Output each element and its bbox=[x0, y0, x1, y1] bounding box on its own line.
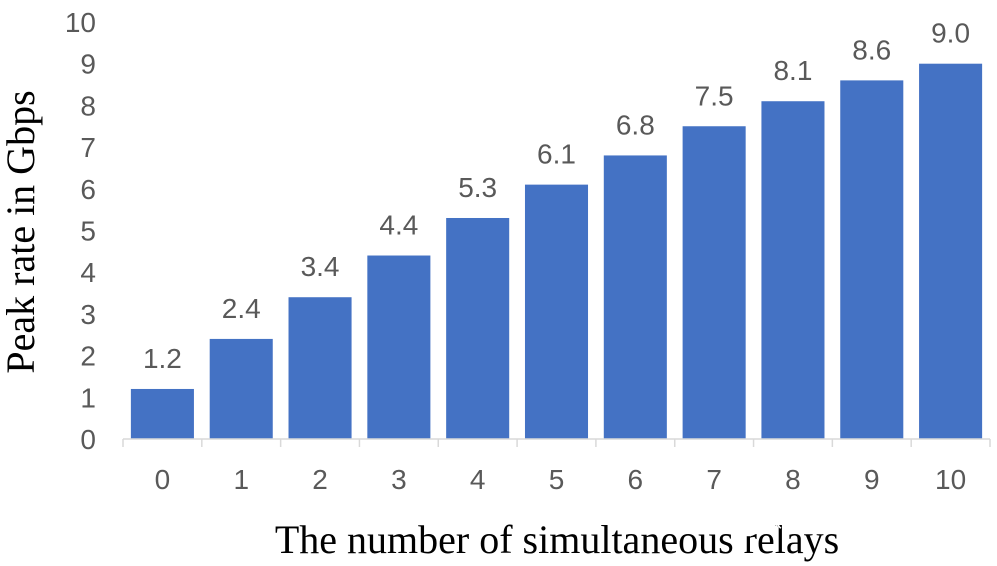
y-tick-label: 9 bbox=[80, 49, 96, 80]
bar bbox=[288, 297, 352, 439]
y-axis-title: Peak rate in Gbps bbox=[0, 90, 43, 373]
bar bbox=[840, 80, 904, 439]
y-tick-label: 4 bbox=[80, 257, 96, 288]
y-tick-label: 7 bbox=[80, 132, 96, 163]
bar bbox=[682, 126, 746, 439]
data-label: 2.4 bbox=[222, 293, 261, 324]
data-label: 8.1 bbox=[773, 55, 812, 86]
x-tick-label: 10 bbox=[935, 464, 966, 495]
bar bbox=[367, 255, 431, 439]
y-axis-ticks: 0 1 2 3 4 5 6 7 8 9 10 bbox=[65, 7, 96, 455]
x-axis-title: The number of simultaneous relays bbox=[275, 517, 839, 562]
data-labels: 1.2 2.4 3.4 4.4 5.3 6.1 6.8 7.5 8.1 8.6 9.0 bbox=[143, 18, 970, 374]
x-tick-label: 2 bbox=[312, 464, 328, 495]
x-tick-label: 6 bbox=[628, 464, 644, 495]
x-tick-label: 1 bbox=[233, 464, 249, 495]
x-tick-label: 7 bbox=[706, 464, 722, 495]
x-tick-label: 0 bbox=[155, 464, 171, 495]
x-axis-tickmarks bbox=[122, 439, 991, 447]
y-tick-label: 2 bbox=[80, 341, 96, 372]
x-tick-label: 3 bbox=[391, 464, 407, 495]
data-label: 6.8 bbox=[616, 109, 655, 140]
data-label: 7.5 bbox=[695, 80, 734, 111]
data-label: 6.1 bbox=[537, 139, 576, 170]
bar bbox=[603, 155, 667, 439]
bar bbox=[209, 338, 273, 439]
bar bbox=[446, 217, 510, 439]
watermark: 微信号: angmobile bbox=[719, 504, 941, 537]
data-label: 8.6 bbox=[852, 34, 891, 65]
data-label: 5.3 bbox=[458, 172, 497, 203]
watermark-text: 微信号: angmobile bbox=[762, 508, 941, 532]
data-label: 1.2 bbox=[143, 343, 182, 374]
y-tick-label: 1 bbox=[80, 382, 96, 413]
bar bbox=[524, 184, 589, 439]
data-label: 3.4 bbox=[301, 251, 340, 282]
bar bbox=[919, 63, 983, 439]
y-tick-label: 10 bbox=[65, 7, 96, 38]
y-tick-label: 8 bbox=[80, 90, 96, 121]
x-tick-label: 4 bbox=[470, 464, 486, 495]
y-tick-label: 5 bbox=[80, 216, 96, 247]
y-tick-label: 6 bbox=[80, 174, 96, 205]
bars bbox=[130, 63, 983, 439]
y-tick-label: 0 bbox=[80, 424, 96, 455]
bar bbox=[130, 388, 194, 439]
x-tick-label: 5 bbox=[549, 464, 565, 495]
x-axis-ticks: 0 1 2 3 4 5 6 7 8 9 10 bbox=[155, 464, 967, 495]
data-label: 4.4 bbox=[379, 210, 418, 241]
y-tick-label: 3 bbox=[80, 299, 96, 330]
data-label: 9.0 bbox=[931, 18, 970, 49]
wechat-icon bbox=[719, 504, 761, 537]
x-tick-label: 9 bbox=[864, 464, 880, 495]
x-tick-label: 8 bbox=[785, 464, 801, 495]
bar bbox=[761, 101, 825, 439]
